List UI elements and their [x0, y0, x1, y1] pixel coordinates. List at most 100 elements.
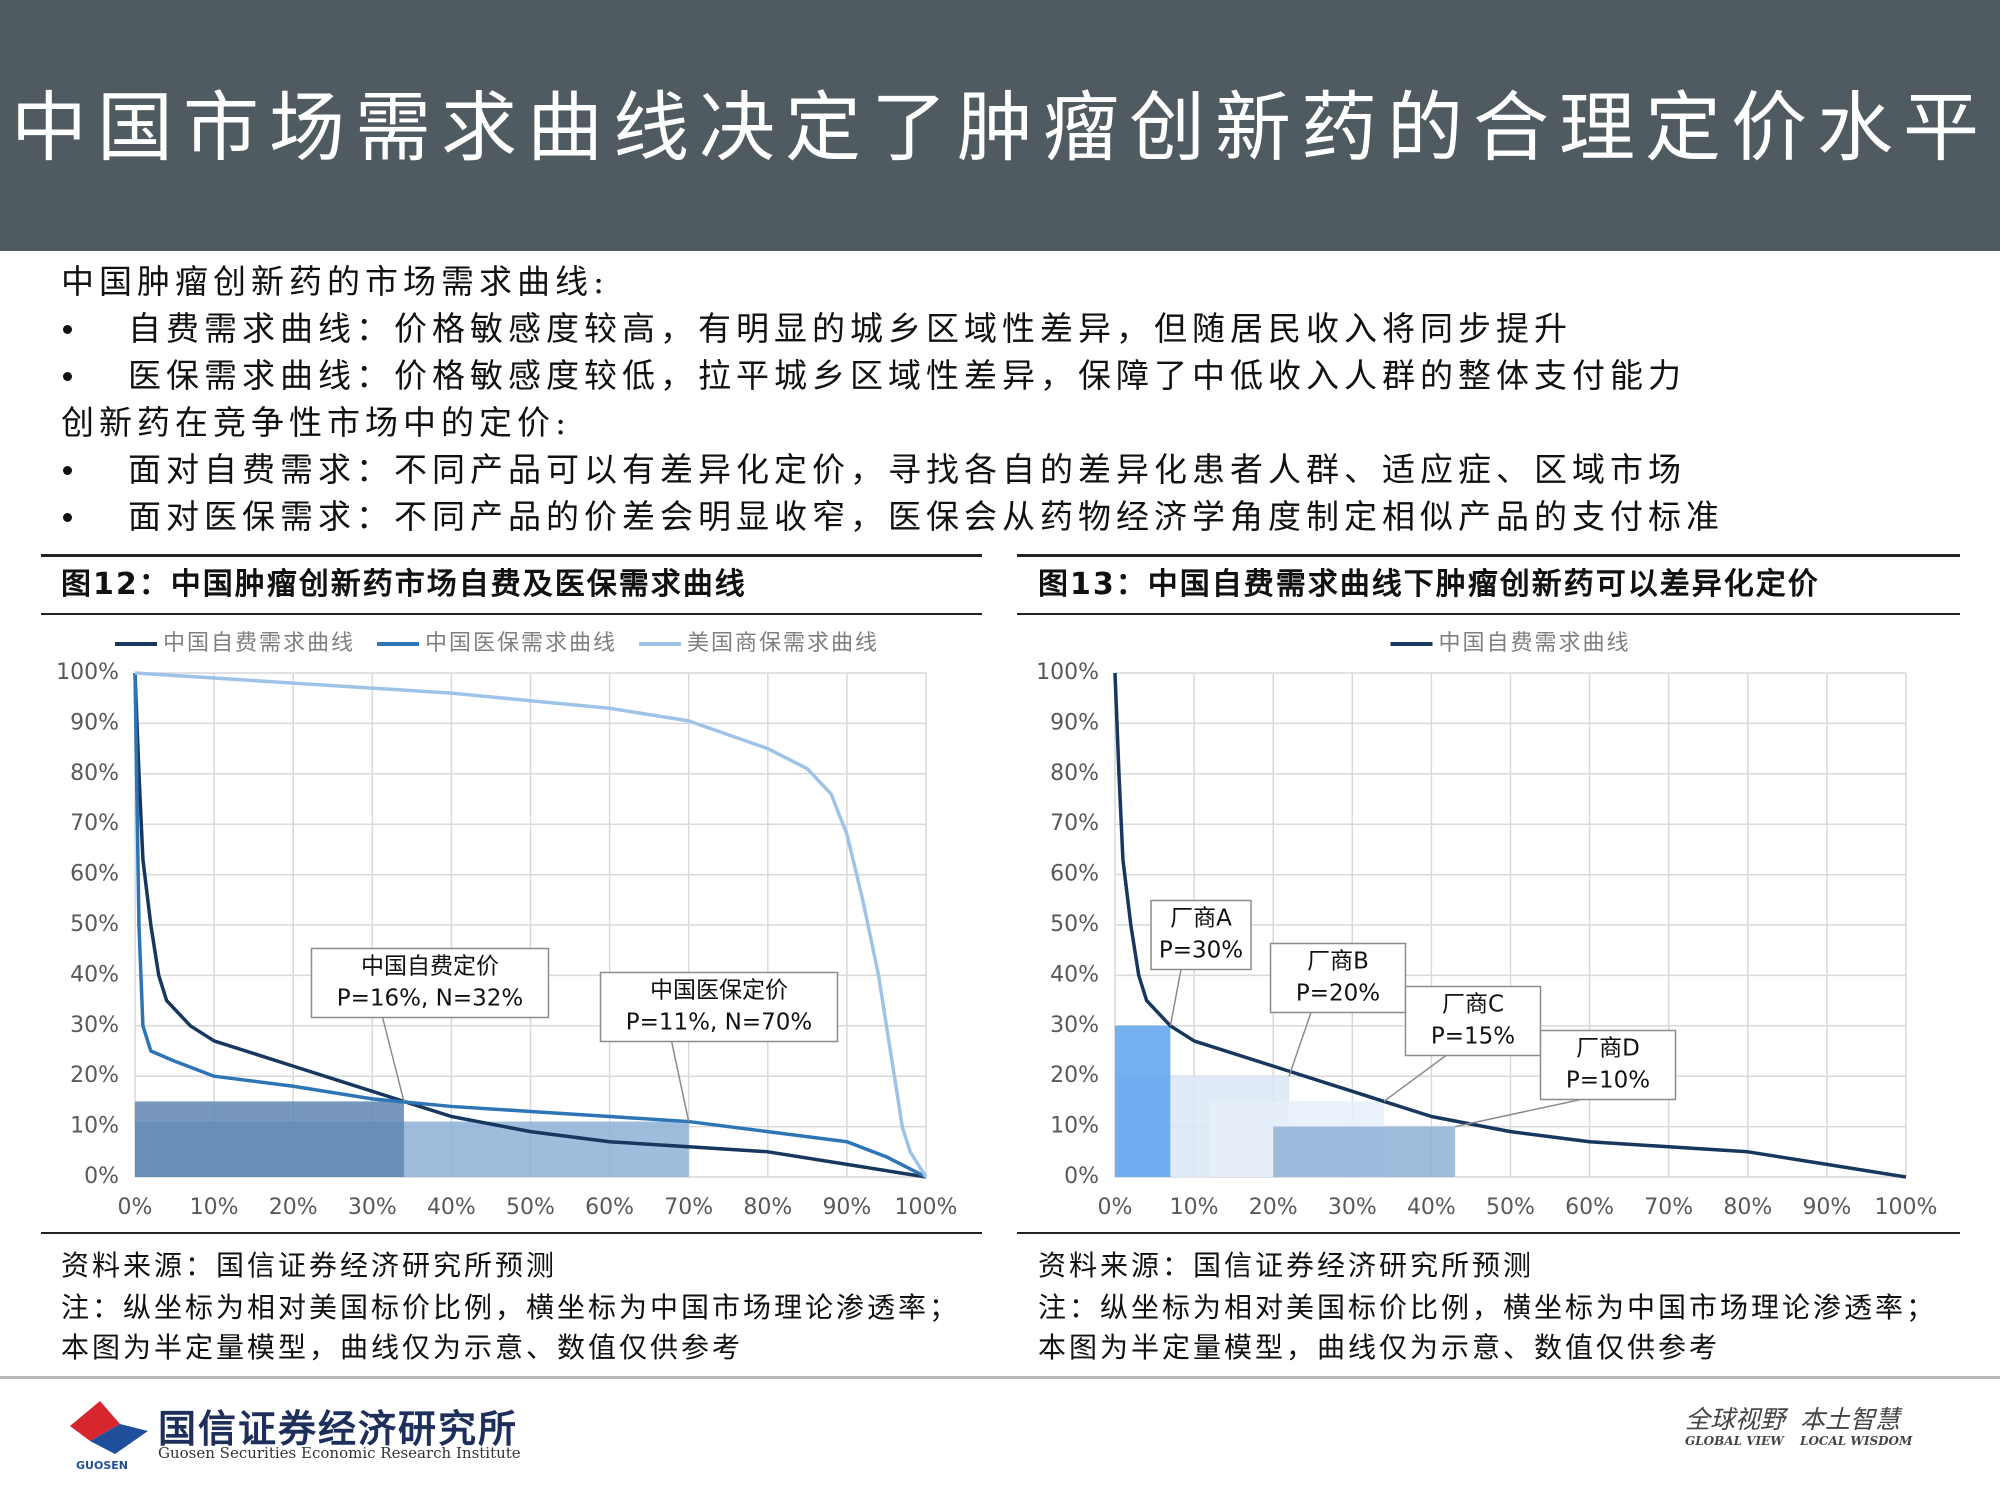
panel-rule [1017, 613, 1960, 615]
y-tick-label: 30% [70, 1013, 119, 1038]
x-tick-label: 90% [822, 1195, 871, 1220]
y-tick-label: 10% [70, 1114, 119, 1139]
callout-line [1383, 1054, 1447, 1103]
series-line [133, 672, 927, 1179]
x-tick-label: 80% [743, 1195, 792, 1220]
chart-caption: 图12：中国肿瘤创新药市场自费及医保需求曲线 [61, 567, 747, 602]
x-tick-label: 50% [1486, 1195, 1535, 1220]
x-tick-label: 20% [1249, 1195, 1298, 1220]
callout-box [1150, 899, 1252, 971]
price-region [1273, 1126, 1456, 1177]
slogan: 全球视野 [1685, 1405, 1786, 1434]
footer-rule [0, 1376, 2000, 1379]
logo-text: GUOSEN [76, 1459, 128, 1472]
y-tick-label: 30% [1050, 1013, 1099, 1038]
callout-text: P=11%, N=70% [626, 1010, 812, 1036]
bullet-dot [63, 513, 72, 522]
panel-rule [41, 554, 982, 557]
x-tick-label: 60% [1565, 1195, 1614, 1220]
bullet: 面对医保需求：不同产品的价差会明显收窄，医保会从药物经济学角度制定相似产品的支付… [61, 493, 1961, 540]
y-tick-label: 100% [56, 660, 119, 685]
price-region [1115, 1025, 1171, 1177]
callout-text: P=30% [1159, 938, 1243, 964]
callout-text: 厂商B [1307, 949, 1369, 975]
x-tick-label: 40% [1407, 1195, 1456, 1220]
chart: 0% 10% 20% 30% 40% 50% 60% 70% 80% 90% 100% 0% 10% 20… [1036, 631, 1938, 1220]
y-tick-label: 70% [1050, 811, 1099, 836]
x-tick-label: 30% [1328, 1195, 1377, 1220]
x-tick-label: 90% [1802, 1195, 1851, 1220]
callout-line [381, 1017, 405, 1102]
y-tick-label: 50% [70, 912, 119, 937]
legend-label: 中国自费需求曲线 [163, 631, 355, 656]
callout-text: P=10% [1566, 1068, 1650, 1094]
source: 资料来源：国信证券经济研究所预测 [61, 1249, 558, 1282]
callout-text: 中国自费定价 [361, 954, 499, 980]
callout-box [310, 947, 550, 1019]
y-tick-label: 60% [70, 862, 119, 887]
callout-box [1269, 942, 1407, 1014]
note: 注：纵坐标为相对美国标价比例，横坐标为中国市场理论渗透率；本图为半定量模型，曲线… [61, 1291, 961, 1364]
bullet-dot [63, 325, 72, 334]
x-tick-label: 50% [506, 1195, 555, 1220]
section-heading: 中国肿瘤创新药的市场需求曲线: [61, 262, 610, 301]
panel-rule [41, 613, 982, 615]
panel-rule [1017, 1232, 1960, 1234]
callout-text: P=20% [1296, 981, 1380, 1007]
legend-label: 中国自费需求曲线 [1438, 631, 1630, 656]
panel-rule [41, 1232, 982, 1234]
body-text: 中国肿瘤创新药的市场需求曲线: 自费需求曲线：价格敏感度较高，有明显的城乡区域性差… [61, 258, 1961, 540]
callout-text: 厂商A [1170, 906, 1232, 932]
y-tick-label: 90% [70, 710, 119, 735]
y-tick-label: 50% [1050, 912, 1099, 937]
callout-text: 中国医保定价 [650, 978, 788, 1004]
series-line [1113, 672, 1907, 1179]
x-tick-label: 0% [118, 1195, 153, 1220]
y-tick-label: 80% [70, 761, 119, 786]
note: 注：纵坐标为相对美国标价比例，横坐标为中国市场理论渗透率；本图为半定量模型，曲线… [1038, 1291, 1938, 1364]
logo-shape [90, 1424, 148, 1454]
legend: 中国自费需求曲线 [1390, 631, 1630, 656]
x-tick-label: 30% [348, 1195, 397, 1220]
chart-caption: 图13：中国自费需求曲线下肿瘤创新药可以差异化定价 [1038, 567, 1820, 602]
callout-text: 厂商C [1442, 992, 1504, 1018]
y-tick-label: 20% [70, 1063, 119, 1088]
x-tick-label: 60% [585, 1195, 634, 1220]
x-tick-label: 40% [427, 1195, 476, 1220]
org-name: 国信证券经济研究所 [158, 1406, 519, 1451]
callout-box [1539, 1029, 1677, 1101]
slogan: 本土智慧 [1800, 1405, 1901, 1434]
source: 资料来源：国信证券经济研究所预测 [1038, 1249, 1535, 1282]
legend-label: 美国商保需求曲线 [687, 631, 879, 656]
x-tick-label: 70% [664, 1195, 713, 1220]
bullet: 医保需求曲线：价格敏感度较低，拉平城乡区域性差异，保障了中低收入人群的整体支付能… [61, 352, 1961, 399]
callout-line [1169, 969, 1182, 1026]
y-tick-label: 90% [1050, 710, 1099, 735]
y-tick-label: 70% [70, 811, 119, 836]
x-tick-label: 0% [1098, 1195, 1133, 1220]
chart: 0% 10% 20% 30% 40% 50% 60% 70% 80% 90% 100% 0% 10% 20… [56, 631, 958, 1220]
logo: GUOSEN [70, 1401, 148, 1472]
callout-box [1404, 985, 1542, 1057]
callout-box [599, 971, 839, 1043]
panel-rule [1017, 554, 1960, 557]
price-region [135, 1101, 404, 1177]
series-line [134, 671, 928, 1178]
callout-text: 厂商D [1576, 1036, 1640, 1062]
bullet-dot [63, 372, 72, 381]
x-tick-label: 80% [1723, 1195, 1772, 1220]
x-tick-label: 100% [1875, 1195, 1938, 1220]
x-tick-label: 70% [1644, 1195, 1693, 1220]
callout-line [670, 1041, 690, 1122]
section-heading: 创新药在竞争性市场中的定价: [61, 403, 572, 442]
slogan-en: GLOBAL VIEW [1685, 1434, 1784, 1448]
x-tick-label: 10% [190, 1195, 239, 1220]
bullet: 自费需求曲线：价格敏感度较高，有明显的城乡区域性差异，但随居民收入将同步提升 [61, 305, 1961, 352]
slogan-en: LOCAL WISDOM [1800, 1434, 1913, 1448]
legend-label: 中国医保需求曲线 [425, 631, 617, 656]
x-tick-label: 100% [895, 1195, 958, 1220]
y-tick-label: 100% [1036, 660, 1099, 685]
y-tick-label: 40% [1050, 962, 1099, 987]
y-tick-label: 0% [1064, 1164, 1099, 1189]
